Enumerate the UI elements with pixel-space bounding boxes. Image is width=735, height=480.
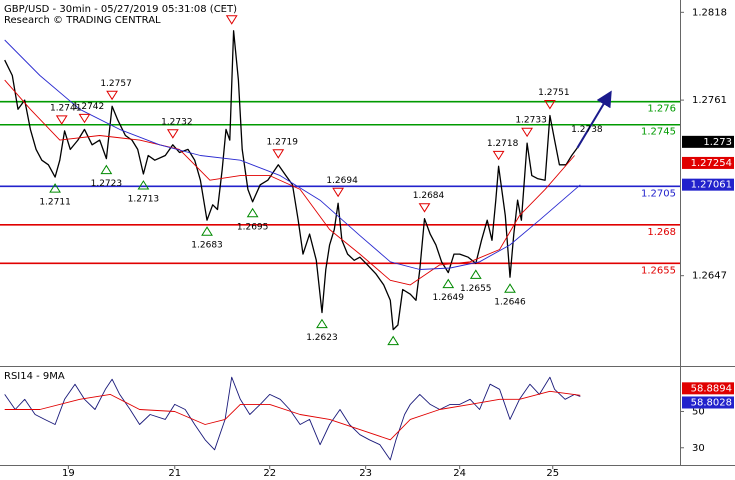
peak-marker (272, 149, 285, 159)
price-tag (682, 178, 734, 191)
trough-label: 1.2711 (39, 198, 71, 208)
chart-title: GBP/USD - 30min - 05/27/2019 05:31:08 (C… (4, 4, 237, 15)
level-label: 1.2705 (641, 188, 676, 199)
trough-marker (504, 283, 516, 293)
peak-marker (492, 150, 505, 161)
level-label: 1.2655 (641, 265, 676, 276)
trough-marker (442, 278, 455, 289)
price-tag (682, 135, 734, 148)
peak-label: 1.2742 (73, 102, 105, 112)
trough-label: 1.2723 (91, 179, 123, 189)
peak-label: 1.2719 (267, 137, 299, 147)
price-tag (682, 382, 734, 395)
peak-marker (55, 115, 68, 125)
trough-label: 1.2646 (494, 298, 526, 308)
peak-label: 1.2684 (413, 191, 445, 201)
trough-label: 1.2695 (237, 222, 269, 232)
peak-marker (543, 100, 556, 110)
series-line (4, 39, 581, 270)
x-tick-label: 21 (168, 468, 181, 479)
series-line (4, 30, 578, 331)
trough-label: 1.2713 (128, 195, 160, 205)
price-tag (682, 396, 734, 409)
annotation-label: 1.2738 (571, 125, 603, 135)
trough-marker (137, 180, 150, 190)
y-tick-label: 1.2761 (692, 95, 727, 106)
trough-label: 1.2683 (191, 241, 223, 251)
trough-label: 1.2655 (460, 284, 492, 294)
y-tick-label: 1.2818 (692, 7, 727, 18)
peak-label: 1.2718 (487, 139, 519, 149)
peak-marker (332, 187, 345, 198)
trough-marker (387, 335, 400, 346)
y-tick-label: 1.2647 (692, 271, 727, 282)
trough-marker (49, 183, 61, 193)
chart-title: RSI14 - 9MA (4, 371, 65, 382)
trough-marker (201, 226, 213, 236)
level-label: 1.276 (647, 104, 676, 115)
peak-marker (166, 129, 179, 139)
peak-marker (225, 15, 238, 25)
x-tick-label: 19 (62, 468, 75, 479)
peak-label: 1.2732 (161, 117, 193, 127)
x-tick-label: 23 (359, 468, 372, 479)
trough-marker (100, 164, 113, 175)
level-label: 1.2745 (641, 127, 676, 138)
peak-label: 1.2741 (50, 103, 82, 113)
trough-marker (469, 269, 482, 279)
peak-marker (78, 113, 91, 124)
peak-marker (106, 90, 118, 101)
x-tick-label: 22 (263, 468, 276, 479)
price-tag-label: 58.8894 (691, 383, 732, 394)
peak-marker (521, 127, 533, 138)
x-tick-label: 25 (546, 468, 559, 479)
trough-marker (246, 207, 259, 218)
price-tag-label: 1.27061 (691, 180, 732, 191)
series-line (4, 390, 581, 441)
trough-marker (316, 318, 328, 329)
projection-arrow (576, 90, 612, 149)
peak-label: 1.2733 (515, 116, 547, 126)
peak-label: 1.2694 (326, 176, 358, 186)
chart-subtitle: Research © TRADING CENTRAL (4, 15, 161, 26)
series-line (4, 79, 575, 286)
trough-label: 1.2623 (306, 333, 338, 343)
series-line (4, 376, 581, 461)
peak-label: 1.2757 (100, 79, 132, 89)
price-tag-label: 58.8028 (691, 397, 732, 408)
price-tag-label: 1.27254 (691, 158, 732, 169)
x-tick-label: 24 (453, 468, 466, 479)
y-tick-label: 30 (692, 443, 705, 454)
trough-label: 1.2649 (433, 293, 465, 303)
price-tag-label: 1.273 (703, 137, 732, 148)
peak-label: 1.2751 (538, 88, 570, 98)
level-label: 1.268 (647, 227, 676, 238)
peak-marker (418, 203, 431, 213)
y-tick-label: 50 (692, 406, 705, 417)
price-tag (682, 156, 734, 169)
